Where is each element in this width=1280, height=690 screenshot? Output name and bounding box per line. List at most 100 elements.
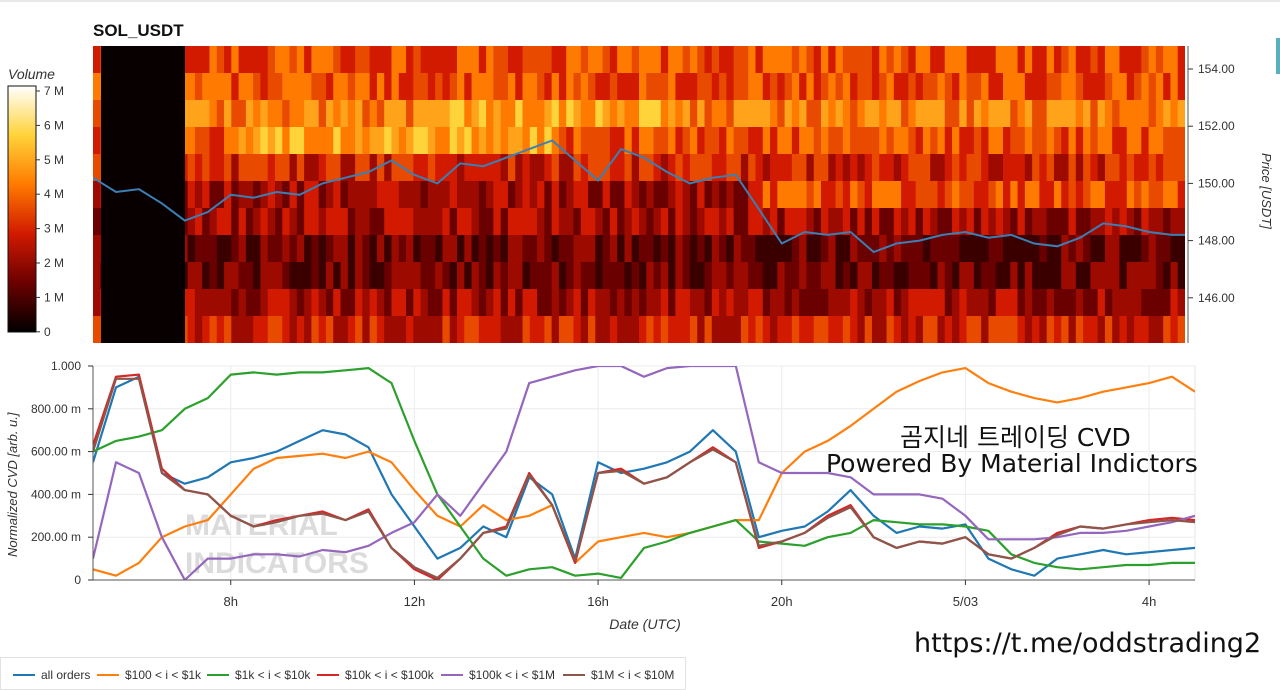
heatmap-cell <box>493 208 502 236</box>
heatmap-cell <box>893 235 902 263</box>
heatmap-cell <box>1024 127 1033 155</box>
heatmap-cell <box>1141 46 1150 74</box>
heatmap-cell <box>821 208 829 236</box>
legend-item[interactable]: $10k < i < $100k <box>317 668 434 682</box>
heatmap-cell <box>1141 316 1150 343</box>
heatmap-cell <box>449 154 458 182</box>
heatmap-cell <box>238 127 247 155</box>
heatmap-cell <box>748 316 757 343</box>
heatmap-cell <box>835 262 844 290</box>
heatmap-cell <box>624 235 633 263</box>
heatmap-cell <box>282 235 291 263</box>
legend-item[interactable]: $100k < i < $1M <box>441 668 555 682</box>
heatmap-cell <box>224 73 232 101</box>
heatmap-cell <box>391 100 400 128</box>
heatmap-cell <box>813 208 822 236</box>
heatmap-cell <box>1083 235 1091 263</box>
heatmap-cell <box>930 235 939 263</box>
heatmap-cell <box>202 73 211 101</box>
heatmap-cell <box>187 127 196 155</box>
heatmap-cell <box>668 235 676 263</box>
heatmap-cell <box>282 100 291 128</box>
heatmap-cell <box>1170 289 1179 317</box>
heatmap-cell <box>1032 154 1040 182</box>
heatmap-cell <box>282 208 291 236</box>
legend-item[interactable]: all orders <box>13 668 90 682</box>
heatmap-cell <box>813 235 822 263</box>
heatmap-cell <box>376 289 385 317</box>
heatmap-cell <box>1083 181 1091 209</box>
heatmap-cell <box>260 289 269 317</box>
heatmap-cell <box>537 100 545 128</box>
heatmap-cell <box>558 289 567 317</box>
heatmap-cell <box>901 73 909 101</box>
heatmap-cell <box>930 127 939 155</box>
heatmap-cell <box>449 262 458 290</box>
heatmap-cell <box>551 100 560 128</box>
heatmap-cell <box>1177 73 1185 101</box>
heatmap-cell <box>682 289 691 317</box>
heatmap-cell <box>944 316 953 343</box>
heatmap-cell <box>973 208 982 236</box>
heatmap-cell <box>1039 100 1048 128</box>
telegram-link[interactable]: https://t.me/oddstrading2 <box>914 628 1262 659</box>
heatmap-cell <box>486 154 494 182</box>
heatmap-cell <box>267 181 276 209</box>
heatmap-cell <box>1170 100 1179 128</box>
heatmap-cell <box>260 46 269 74</box>
heatmap-cell <box>573 289 582 317</box>
heatmap-cell <box>901 154 909 182</box>
heatmap-cell <box>1003 181 1011 209</box>
heatmap-cell <box>617 46 626 74</box>
heatmap-cell <box>420 46 429 74</box>
legend-swatch <box>563 674 585 676</box>
heatmap-cell <box>719 154 727 182</box>
heatmap-cell <box>791 46 800 74</box>
heatmap-cell <box>391 154 400 182</box>
heatmap-cell <box>580 289 589 317</box>
heatmap-cell <box>311 289 320 317</box>
heatmap-cell <box>187 262 196 290</box>
heatmap-cell <box>893 262 902 290</box>
heatmap-cell <box>1017 46 1026 74</box>
heatmap-cell <box>544 154 553 182</box>
heatmap-cell <box>770 289 778 317</box>
heatmap-cell <box>981 289 990 317</box>
heatmap-cell <box>449 181 458 209</box>
heatmap-cell <box>275 235 283 263</box>
heatmap-cell <box>660 127 669 155</box>
heatmap-cell <box>544 289 553 317</box>
heatmap-cell <box>457 262 465 290</box>
heatmap-cell <box>660 235 669 263</box>
heatmap-cell <box>588 154 596 182</box>
heatmap-cell <box>296 73 305 101</box>
heatmap-cell <box>1148 235 1157 263</box>
heatmap-cell <box>609 208 618 236</box>
heatmap-cell <box>821 46 829 74</box>
heatmap-cell <box>573 46 582 74</box>
heatmap-cell <box>1155 289 1164 317</box>
heatmap-cell <box>871 289 880 317</box>
heatmap-cell <box>304 73 312 101</box>
colorbar-tick-label: 1 M <box>44 290 64 304</box>
heatmap-cell <box>558 127 567 155</box>
heatmap-cell <box>369 262 378 290</box>
heatmap-cell <box>617 73 626 101</box>
heatmap-cell <box>770 208 778 236</box>
heatmap-cell <box>1112 154 1121 182</box>
legend-item[interactable]: $1M < i < $10M <box>563 668 674 682</box>
heatmap-cell <box>253 208 262 236</box>
heatmap-cell <box>1010 181 1019 209</box>
heatmap-cell <box>784 100 793 128</box>
heatmap-cell <box>464 208 473 236</box>
heatmap-cell <box>1003 262 1011 290</box>
heatmap-cell <box>835 100 844 128</box>
heatmap-cell <box>726 181 735 209</box>
legend-item[interactable]: $1k < i < $10k <box>207 668 310 682</box>
heatmap-cell <box>427 316 436 343</box>
legend-item[interactable]: $100 < i < $1k <box>97 668 201 682</box>
heatmap-cell <box>202 262 211 290</box>
heatmap-cell <box>566 73 575 101</box>
heatmap-cell <box>1112 46 1121 74</box>
heatmap-cell <box>733 235 742 263</box>
